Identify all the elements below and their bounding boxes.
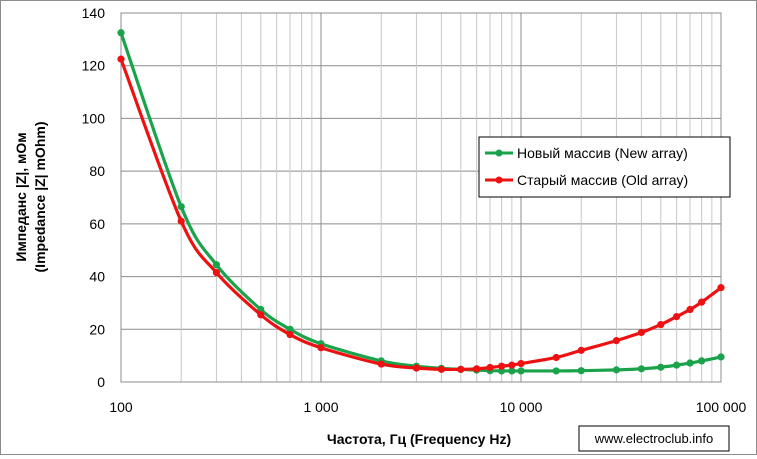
data-point bbox=[286, 325, 294, 333]
data-point bbox=[257, 311, 265, 319]
watermark-box bbox=[578, 425, 730, 452]
data-point bbox=[637, 365, 646, 373]
y-axis-label-line1: Импеданс |Z|, мОм bbox=[13, 132, 29, 261]
data-point bbox=[698, 357, 706, 365]
data-point bbox=[517, 367, 525, 375]
legend: Новый массив (New array) Старый массив (… bbox=[478, 136, 731, 198]
data-point bbox=[412, 364, 421, 372]
data-point bbox=[577, 367, 585, 375]
legend-marker-new bbox=[495, 149, 503, 157]
series bbox=[117, 29, 725, 375]
y-tick-label: 100 bbox=[82, 110, 106, 126]
y-axis-label-line2: (Impedance |Z| mOhm) bbox=[32, 122, 48, 273]
x-tick-label: 100 bbox=[109, 399, 133, 415]
data-point bbox=[717, 284, 725, 292]
x-tick-label: 1 000 bbox=[303, 399, 338, 415]
data-point bbox=[686, 359, 694, 367]
data-point bbox=[177, 217, 185, 225]
legend-label-new: Новый массив (New array) bbox=[517, 145, 688, 161]
y-tick-label: 60 bbox=[89, 216, 105, 232]
series-0 bbox=[117, 29, 725, 375]
data-point bbox=[517, 359, 525, 368]
data-point bbox=[686, 305, 694, 314]
y-tick-labels: 0 20 40 60 80 100 120 140 bbox=[82, 5, 106, 390]
data-point bbox=[317, 344, 325, 352]
data-point bbox=[577, 346, 585, 354]
legend-marker-old bbox=[495, 176, 503, 184]
data-point bbox=[698, 298, 706, 306]
data-point bbox=[552, 367, 560, 375]
series-line bbox=[119, 58, 722, 372]
legend-label-old: Старый массив (Old array) bbox=[517, 172, 688, 188]
y-tick-label: 20 bbox=[89, 321, 105, 337]
data-point bbox=[552, 353, 560, 362]
y-tick-label: 120 bbox=[82, 58, 106, 74]
legend-box bbox=[478, 136, 731, 198]
data-point bbox=[612, 337, 621, 345]
data-point bbox=[612, 366, 621, 374]
data-point bbox=[473, 365, 481, 373]
y-tick-label: 40 bbox=[89, 269, 105, 285]
x-axis-label: Частота, Гц (Frequency Hz) bbox=[327, 431, 511, 447]
data-point bbox=[637, 328, 646, 337]
data-point bbox=[486, 363, 494, 372]
x-tick-labels: 100 1 000 10 000 100 000 bbox=[109, 399, 746, 415]
data-point bbox=[657, 320, 665, 329]
data-point bbox=[717, 353, 725, 361]
data-point bbox=[212, 261, 221, 269]
x-tick-label: 10 000 bbox=[500, 399, 543, 415]
data-point bbox=[212, 269, 221, 277]
data-point bbox=[673, 361, 681, 369]
data-point bbox=[457, 365, 465, 373]
y-tick-label: 0 bbox=[97, 374, 105, 390]
data-point bbox=[286, 330, 294, 339]
data-point bbox=[673, 313, 681, 321]
watermark: www.electroclub.info bbox=[578, 425, 730, 452]
data-point bbox=[498, 362, 506, 370]
y-tick-label: 140 bbox=[82, 5, 106, 21]
data-point bbox=[657, 363, 665, 371]
y-tick-label: 80 bbox=[89, 163, 105, 179]
watermark-text: www.electroclub.info bbox=[594, 431, 714, 446]
data-point bbox=[437, 365, 446, 373]
x-tick-label: 100 000 bbox=[696, 399, 747, 415]
data-point bbox=[117, 55, 125, 63]
data-point bbox=[117, 29, 125, 37]
data-point bbox=[508, 367, 516, 375]
series-1 bbox=[117, 55, 725, 373]
data-point bbox=[377, 360, 385, 368]
data-point bbox=[177, 203, 185, 211]
data-point bbox=[508, 361, 516, 369]
series-line bbox=[119, 32, 722, 373]
